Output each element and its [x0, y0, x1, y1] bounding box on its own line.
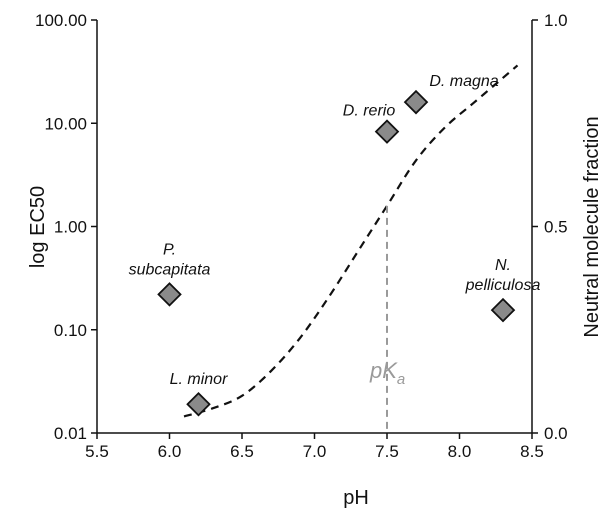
y-tick-label: 100.00 — [35, 11, 87, 30]
data-point-label: P. subcapitata — [129, 241, 211, 278]
x-tick-label: 6.5 — [230, 442, 254, 461]
sigmoid-curve — [183, 64, 519, 418]
x-tick-label: 6.0 — [158, 442, 182, 461]
y2-axis-title: Neutral molecule fraction — [581, 116, 603, 337]
x-tick-label: 7.5 — [375, 442, 399, 461]
y-tick-label: 1.00 — [54, 218, 87, 237]
marks: P. subcapitata L. minor D. rerio D. magna N. p… — [129, 73, 541, 417]
data-point-4 — [490, 297, 516, 323]
data-point-label: D. magna — [429, 73, 498, 90]
y-tick-label: 10.00 — [44, 114, 87, 133]
y-tick-label: 0.01 — [54, 424, 87, 443]
x-tick-label: 8.5 — [520, 442, 544, 461]
data-point-label: N. pelliculosa — [465, 257, 541, 294]
x-tick-label: 7.0 — [303, 442, 327, 461]
data-point-3 — [403, 89, 429, 115]
data-point-0 — [157, 282, 182, 307]
data-point-1 — [186, 391, 211, 417]
y2-tick-label: 0.0 — [544, 424, 568, 443]
y2-tick-label: 0.5 — [544, 218, 568, 237]
data-point-2 — [374, 119, 400, 144]
axes: 5.5 6.0 6.5 7.0 7.5 8.0 8.5 0.01 0.10 1.00 10.00 10… — [35, 11, 568, 461]
x-tick-label: 8.0 — [448, 442, 472, 461]
y-tick-label: 0.10 — [54, 321, 87, 340]
pka-label: pKa — [369, 358, 405, 388]
x-tick-label: 5.5 — [85, 442, 109, 461]
data-point-label: L. minor — [170, 371, 228, 388]
y2-tick-label: 1.0 — [544, 11, 568, 30]
data-point-label: D. rerio — [343, 103, 396, 120]
y-axis-title: log EC50 — [27, 186, 49, 268]
curve-layer: pKa — [183, 64, 519, 433]
x-axis-title: pH — [343, 487, 369, 509]
